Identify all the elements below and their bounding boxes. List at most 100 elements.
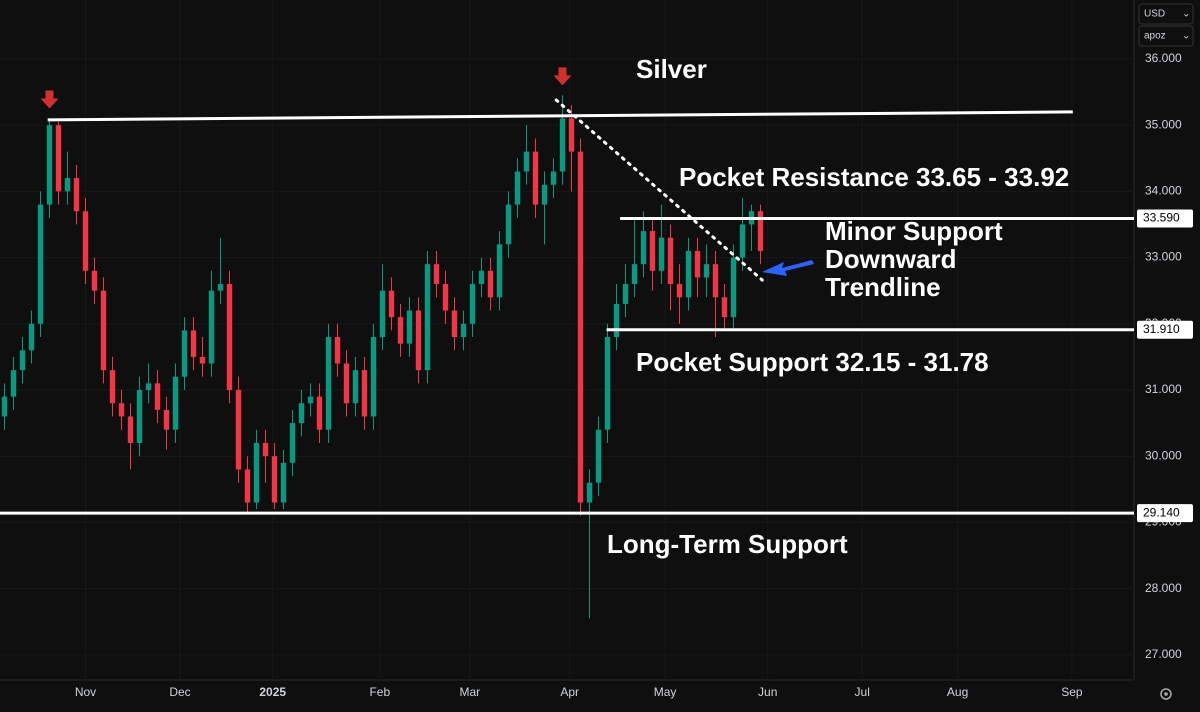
level-label: 33.590 [1143, 211, 1180, 225]
candle-body [739, 224, 746, 258]
candle-body [334, 337, 341, 364]
x-tick-label: 2025 [259, 685, 286, 699]
candle-body [361, 370, 368, 417]
annotation: Long-Term Support [607, 529, 848, 559]
candle-body [721, 297, 728, 318]
candle-body [550, 171, 557, 185]
x-tick-label: Nov [75, 685, 96, 699]
candle-body [505, 204, 512, 245]
candle-body [217, 284, 224, 291]
candle-body [541, 184, 548, 205]
candle-body [622, 284, 629, 304]
candle-body [397, 317, 404, 344]
candle-body [406, 310, 413, 344]
level-label: 31.910 [1143, 322, 1180, 336]
candle-body [460, 323, 467, 338]
candle-body [91, 270, 98, 291]
candle-body [1, 396, 8, 417]
y-tick-label: 28.000 [1145, 581, 1182, 595]
candle-body [496, 244, 503, 298]
annotation: Pocket Resistance 33.65 - 33.92 [679, 162, 1069, 192]
gear[interactable] [1160, 688, 1172, 700]
candle-body [370, 337, 377, 417]
y-tick-label: 33.000 [1145, 250, 1182, 264]
y-tick-label: 27.000 [1145, 647, 1182, 661]
annotation: Pocket Support 32.15 - 31.78 [636, 347, 989, 377]
candle-body [10, 370, 17, 397]
candle-body [649, 231, 656, 271]
candle-body [19, 350, 26, 371]
candle-body [145, 383, 152, 390]
candle-body [514, 171, 521, 205]
x-tick-label: Sep [1061, 685, 1083, 699]
candle-body [694, 250, 701, 278]
candle-body [568, 118, 575, 152]
resistance-line [47, 110, 1073, 122]
y-tick-label: 35.000 [1145, 117, 1182, 131]
x-tick-label: Dec [169, 685, 190, 699]
candle-body [28, 323, 35, 351]
user-label: apoz [1144, 31, 1166, 42]
currency-label: USD [1144, 9, 1165, 20]
candle-body [163, 409, 170, 430]
candle-body [586, 482, 593, 503]
candle-body [181, 330, 188, 377]
candle-body [667, 237, 674, 285]
peak-marker [40, 90, 59, 109]
dotted-trendline [554, 98, 764, 282]
candle-body [154, 383, 161, 410]
currency-select[interactable] [1138, 3, 1194, 25]
y-tick-label: 36.000 [1145, 51, 1182, 65]
candle-body [523, 151, 530, 172]
candle-body [433, 264, 440, 285]
pointer-arrow [762, 260, 814, 276]
dropdown-icon: ⌄ [1182, 31, 1190, 42]
candle-body [703, 264, 710, 278]
candle-body [487, 270, 494, 298]
level-label-box [1137, 320, 1193, 339]
candle-body [208, 290, 215, 364]
candle-body [244, 469, 251, 503]
user-select[interactable] [1138, 25, 1194, 47]
candle-body [631, 264, 638, 285]
candle-body [451, 310, 458, 338]
candle-body [469, 284, 476, 324]
candle-body [199, 356, 206, 364]
toolbar: USD ⌄ apoz ⌄ [1138, 3, 1194, 47]
gear-center[interactable] [1164, 692, 1168, 696]
peak-marker [553, 67, 572, 86]
candle-body [730, 257, 737, 318]
settings-icon[interactable] [1160, 688, 1172, 700]
y-tick-label: 31.000 [1145, 382, 1182, 396]
candle-body [190, 330, 197, 357]
x-tick-label: May [654, 685, 677, 699]
level-label: 29.140 [1143, 505, 1180, 519]
candle-body [685, 250, 692, 298]
candle-body [415, 310, 422, 371]
x-tick-label: Jul [855, 685, 870, 699]
candle-body [100, 290, 107, 371]
candle-body [388, 290, 395, 318]
candle-body [82, 211, 89, 271]
annotation: Downward [825, 244, 956, 274]
level-label-box [1137, 209, 1193, 228]
candle-body [343, 363, 350, 404]
y-tick-label: 30.000 [1145, 448, 1182, 462]
candle-body [37, 204, 44, 324]
candle-body [280, 462, 287, 503]
candle-body [352, 370, 359, 404]
candle-body [676, 284, 683, 298]
candle-body [577, 151, 584, 503]
candle-body [379, 290, 386, 338]
candle-body [559, 118, 566, 172]
candle-body [118, 403, 125, 417]
candle-body [442, 284, 449, 311]
candle-body [73, 178, 80, 212]
candle-body [64, 178, 71, 192]
candle-body [757, 211, 764, 251]
candle-body [136, 389, 143, 443]
candle-body [325, 337, 332, 430]
candle-body [658, 237, 665, 271]
candle-body [271, 456, 278, 503]
